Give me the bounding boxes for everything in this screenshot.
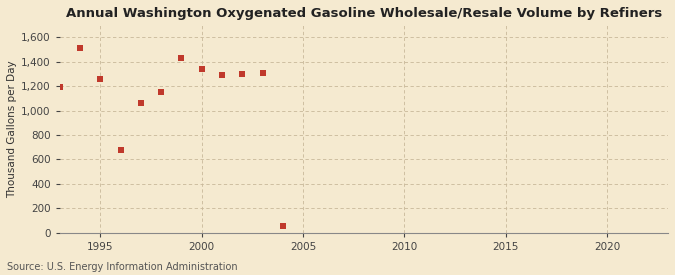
Point xyxy=(115,147,126,152)
Point xyxy=(237,72,248,76)
Point xyxy=(95,77,106,81)
Point xyxy=(277,224,288,228)
Text: Source: U.S. Energy Information Administration: Source: U.S. Energy Information Administ… xyxy=(7,262,238,272)
Point xyxy=(257,71,268,75)
Point xyxy=(196,67,207,72)
Y-axis label: Thousand Gallons per Day: Thousand Gallons per Day xyxy=(7,60,17,198)
Point xyxy=(217,73,227,78)
Point xyxy=(156,90,167,95)
Point xyxy=(75,46,86,51)
Point xyxy=(176,56,187,60)
Point xyxy=(136,101,146,106)
Point xyxy=(55,85,65,90)
Title: Annual Washington Oxygenated Gasoline Wholesale/Resale Volume by Refiners: Annual Washington Oxygenated Gasoline Wh… xyxy=(65,7,662,20)
